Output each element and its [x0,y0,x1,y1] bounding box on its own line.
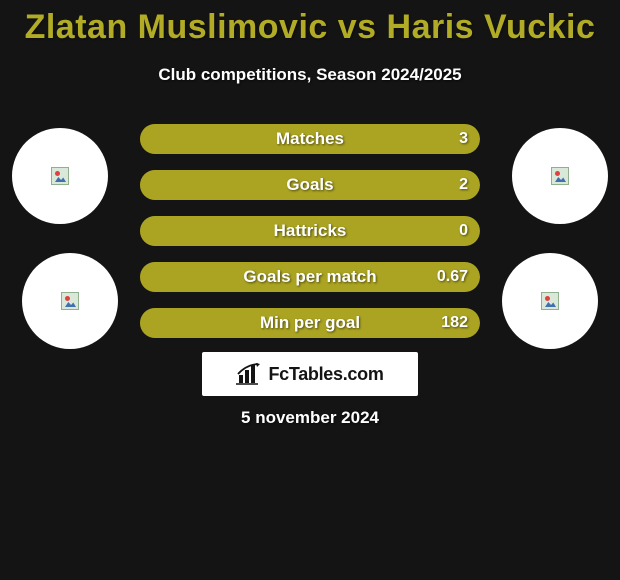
stat-label: Hattricks [140,216,480,246]
bar-chart-icon [236,363,262,385]
stat-row: 3Matches [140,124,480,154]
stats-comparison: 3Matches 2Goals 0Hattricks 0.67Goals per ma… [140,124,480,354]
page-subtitle: Club competitions, Season 2024/2025 [0,65,620,85]
broken-image-icon [61,292,79,310]
broken-image-icon [551,167,569,185]
player1-photo [12,128,108,224]
snapshot-date: 5 november 2024 [0,408,620,428]
stat-row: 2Goals [140,170,480,200]
stat-label: Goals [140,170,480,200]
stat-row: 0Hattricks [140,216,480,246]
page-title: Zlatan Muslimovic vs Haris Vuckic [0,0,620,47]
branding-text: FcTables.com [268,364,383,385]
broken-image-icon [541,292,559,310]
branding-badge: FcTables.com [202,352,418,396]
stat-row: 182Min per goal [140,308,480,338]
stat-label: Matches [140,124,480,154]
player2-photo [512,128,608,224]
stat-row: 0.67Goals per match [140,262,480,292]
player1-club-logo [22,253,118,349]
stat-label: Goals per match [140,262,480,292]
broken-image-icon [51,167,69,185]
stat-label: Min per goal [140,308,480,338]
player2-club-logo [502,253,598,349]
